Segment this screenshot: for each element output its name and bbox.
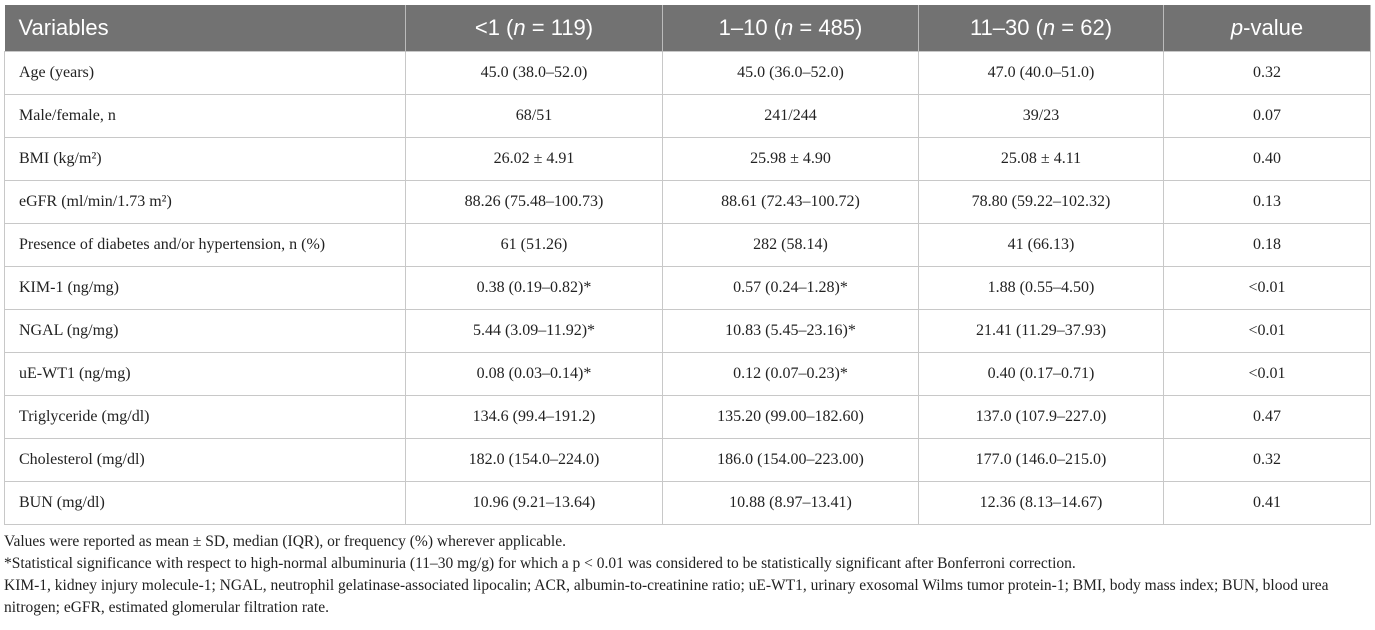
table-cell: 0.07	[1163, 94, 1371, 138]
header-text: n	[513, 15, 526, 40]
table-cell: 0.38 (0.19–0.82)*	[405, 266, 663, 310]
table-cell: 47.0 (40.0–51.0)	[918, 51, 1164, 95]
table-cell: KIM-1 (ng/mg)	[4, 266, 406, 310]
header-cell: 1–10 (n = 485)	[662, 5, 919, 52]
table-cell: 88.26 (75.48–100.73)	[405, 180, 663, 224]
header-text: p	[1230, 15, 1244, 40]
table-row: BUN (mg/dl) 10.96 (9.21–13.64) 10.88 (8.97…	[4, 481, 1371, 525]
table-cell: Presence of diabetes and/or hypertension…	[4, 223, 406, 267]
header-cell: <1 (n = 119)	[405, 5, 663, 52]
table-cell: 137.0 (107.9–227.0)	[918, 395, 1164, 439]
table-row: Cholesterol (mg/dl) 182.0 (154.0–224.0) 18…	[4, 438, 1371, 482]
header-text: -value	[1243, 15, 1304, 40]
data-table: Variables <1 (n = 119) 1–10 (n = 485) 11–30…	[4, 5, 1371, 525]
table-cell: 0.40 (0.17–0.71)	[918, 352, 1164, 396]
table-cell: 68/51	[405, 94, 663, 138]
header-text: = 119)	[525, 15, 594, 40]
table-cell: 78.80 (59.22–102.32)	[918, 180, 1164, 224]
table-cell: <0.01	[1163, 352, 1371, 396]
footnote: *Statistical significance with respect t…	[4, 555, 1076, 572]
table-cell: 25.08 ± 4.11	[918, 137, 1164, 181]
table-cell: 186.0 (154.00–223.00)	[662, 438, 919, 482]
table-cell: <0.01	[1163, 309, 1371, 353]
table-cell: 0.12 (0.07–0.23)*	[662, 352, 919, 396]
table-cell: 10.96 (9.21–13.64)	[405, 481, 663, 525]
table-cell: 135.20 (99.00–182.60)	[662, 395, 919, 439]
table-cell: <0.01	[1163, 266, 1371, 310]
table-row: BMI (kg/m²) 26.02 ± 4.91 25.98 ± 4.90 25.08…	[4, 137, 1371, 181]
table-cell: 134.6 (99.4–191.2)	[405, 395, 663, 439]
table-row: Triglyceride (mg/dl) 134.6 (99.4–191.2) 13…	[4, 395, 1371, 439]
table-cell: 41 (66.13)	[918, 223, 1164, 267]
header-text: 1–10 (	[718, 15, 782, 40]
header-text: = 485)	[793, 15, 863, 40]
table-cell: 12.36 (8.13–14.67)	[918, 481, 1164, 525]
table-cell: 10.88 (8.97–13.41)	[662, 481, 919, 525]
footnote: Values were reported as mean ± SD, media…	[4, 533, 566, 550]
table-cell: 45.0 (38.0–52.0)	[405, 51, 663, 95]
table-cell: 1.88 (0.55–4.50)	[918, 266, 1164, 310]
table-cell: 10.83 (5.45–23.16)*	[662, 309, 919, 353]
table-row: Male/female, n 68/51 241/244 39/23 0.07	[4, 94, 1371, 138]
table-cell: Age (years)	[4, 51, 406, 95]
header-cell: p-value	[1163, 5, 1371, 52]
header-text: Variables	[18, 15, 109, 40]
table-cell: 26.02 ± 4.91	[405, 137, 663, 181]
table-cell: 0.47	[1163, 395, 1371, 439]
table-cell: 177.0 (146.0–215.0)	[918, 438, 1164, 482]
table-cell: 282 (58.14)	[662, 223, 919, 267]
table-cell: 0.32	[1163, 51, 1371, 95]
table-cell: 21.41 (11.29–37.93)	[918, 309, 1164, 353]
table-cell: 0.41	[1163, 481, 1371, 525]
table-row: eGFR (ml/min/1.73 m²) 88.26 (75.48–100.73…	[4, 180, 1371, 224]
header-text: <1 (	[474, 15, 514, 40]
header-text: 11–30 (	[969, 15, 1043, 40]
table-row: uE-WT1 (ng/mg) 0.08 (0.03–0.14)* 0.12 (0.0…	[4, 352, 1371, 396]
table-cell: 0.40	[1163, 137, 1371, 181]
table-cell: 5.44 (3.09–11.92)*	[405, 309, 663, 353]
table-row: Age (years) 45.0 (38.0–52.0) 45.0 (36.0–52…	[4, 51, 1371, 95]
table-cell: Male/female, n	[4, 94, 406, 138]
table-cell: BMI (kg/m²)	[4, 137, 406, 181]
header-cell: Variables	[4, 5, 406, 52]
table-body: Age (years) 45.0 (38.0–52.0) 45.0 (36.0–52…	[4, 51, 1371, 525]
table-cell: BUN (mg/dl)	[4, 481, 406, 525]
footnotes: Values were reported as mean ± SD, media…	[4, 531, 1370, 619]
table-cell: 241/244	[662, 94, 919, 138]
table-cell: 88.61 (72.43–100.72)	[662, 180, 919, 224]
table-cell: 0.32	[1163, 438, 1371, 482]
table-cell: 0.08 (0.03–0.14)*	[405, 352, 663, 396]
table-cell: 45.0 (36.0–52.0)	[662, 51, 919, 95]
table-cell: 0.57 (0.24–1.28)*	[662, 266, 919, 310]
table-row: Presence of diabetes and/or hypertension…	[4, 223, 1371, 267]
table-cell: 0.13	[1163, 180, 1371, 224]
table-cell: uE-WT1 (ng/mg)	[4, 352, 406, 396]
header-text: = 62)	[1055, 15, 1113, 40]
table-cell: 39/23	[918, 94, 1164, 138]
table-cell: eGFR (ml/min/1.73 m²)	[4, 180, 406, 224]
table-cell: 182.0 (154.0–224.0)	[405, 438, 663, 482]
table-row: NGAL (ng/mg) 5.44 (3.09–11.92)* 10.83 (5.4…	[4, 309, 1371, 353]
table-cell: Triglyceride (mg/dl)	[4, 395, 406, 439]
table-cell: NGAL (ng/mg)	[4, 309, 406, 353]
header-text: n	[781, 15, 794, 40]
table-cell: 25.98 ± 4.90	[662, 137, 919, 181]
table-cell: 61 (51.26)	[405, 223, 663, 267]
header-text: n	[1042, 15, 1056, 40]
table-cell: 0.18	[1163, 223, 1371, 267]
header-cell: 11–30 (n = 62)	[918, 5, 1164, 52]
table-cell: Cholesterol (mg/dl)	[4, 438, 406, 482]
footnote: KIM-1, kidney injury molecule-1; NGAL, n…	[4, 577, 1329, 616]
table-row: KIM-1 (ng/mg) 0.38 (0.19–0.82)* 0.57 (0.24…	[4, 266, 1371, 310]
header-row: Variables <1 (n = 119) 1–10 (n = 485) 11–30…	[4, 5, 1371, 52]
